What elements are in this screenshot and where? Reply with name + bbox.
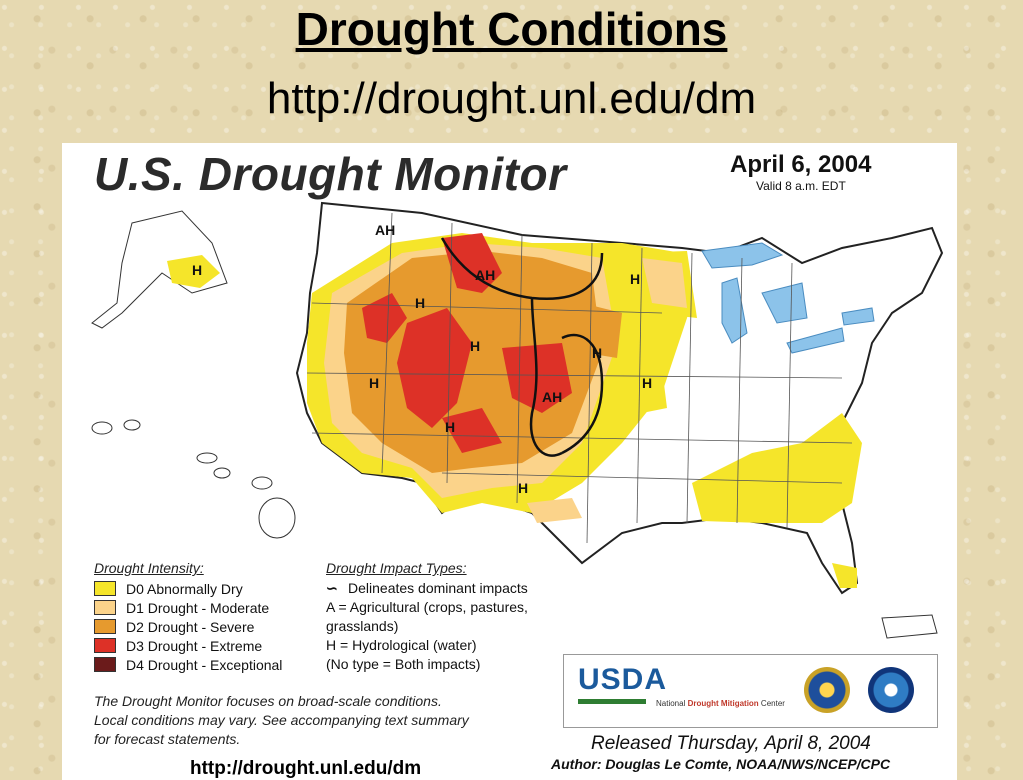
hawaii-islands <box>91 419 296 539</box>
swatch-d3 <box>94 638 116 653</box>
map-label: H <box>470 338 480 354</box>
swatch-d0 <box>94 581 116 596</box>
legend-row-d1: D1 Drought - Moderate <box>94 599 269 616</box>
drought-monitor-map: AH H AH H H H H H H AH H H U.S. Drought … <box>62 143 957 780</box>
legend-row-d3: D3 Drought - Extreme <box>94 637 262 654</box>
state-boundaries <box>306 212 853 544</box>
impact-boundaries <box>440 237 604 457</box>
impact-legend-heading: Drought Impact Types: <box>326 560 467 576</box>
map-label: H <box>192 262 202 278</box>
slide-url[interactable]: http://drought.unl.edu/dm <box>266 74 757 123</box>
swatch-d4 <box>94 657 116 672</box>
map-date: April 6, 2004 <box>730 151 872 178</box>
usda-logo: USDA <box>578 663 668 696</box>
map-label: H <box>518 480 528 496</box>
legend-label: D2 Drought - Severe <box>126 618 255 635</box>
us-map: AH H AH H H H H H H AH H H <box>91 201 944 639</box>
swatch-d1 <box>94 600 116 615</box>
map-label: H <box>642 375 652 391</box>
map-label: AH <box>542 389 562 405</box>
map-label: H <box>415 295 425 311</box>
legend-label: D1 Drought - Moderate <box>126 599 270 616</box>
legend-label: D3 Drought - Extreme <box>126 637 263 654</box>
note-line: The Drought Monitor focuses on broad-sca… <box>94 693 442 709</box>
map-label: H <box>592 345 602 361</box>
note-line: Local conditions may vary. See accompany… <box>94 712 469 728</box>
legend-row-d4: D4 Drought - Exceptional <box>94 656 282 673</box>
impact-row: grasslands) <box>326 618 399 634</box>
map-label: H <box>630 271 640 287</box>
map-valid-time: Valid 8 a.m. EDT <box>756 179 846 193</box>
boundary-line-icon: ∽ <box>326 580 338 596</box>
legend-label: D4 Drought - Exceptional <box>126 656 283 673</box>
doc-seal-icon <box>804 667 850 713</box>
map-label: AH <box>375 222 395 238</box>
map-title: U.S. Drought Monitor <box>94 148 567 200</box>
author-credit: Author: Douglas Le Comte, NOAA/NWS/NCEP/… <box>551 756 891 772</box>
alaska-d0 <box>167 255 220 288</box>
note-line: for forecast statements. <box>94 731 241 747</box>
noaa-seal-icon <box>868 667 914 713</box>
impact-row: A = Agricultural (crops, pastures, <box>326 599 528 615</box>
agency-logos: USDA National Drought Mitigation Center <box>563 654 938 728</box>
map-label: AH <box>475 267 495 283</box>
alaska-shape <box>91 210 228 329</box>
impact-text: Delineates dominant impacts <box>348 580 528 596</box>
release-date: Released Thursday, April 8, 2004 <box>591 733 871 754</box>
intensity-legend-heading: Drought Intensity: <box>94 560 204 576</box>
legend-label: D0 Abnormally Dry <box>126 580 243 597</box>
legend-row-d0: D0 Abnormally Dry <box>94 580 243 597</box>
puerto-rico-shape <box>881 614 938 639</box>
ndmc-logo: National Drought Mitigation Center <box>656 699 785 708</box>
impact-row-boundary: ∽ Delineates dominant impacts <box>326 580 528 597</box>
slide-title: Drought Conditions <box>295 3 728 55</box>
legend-row-d2: D2 Drought - Severe <box>94 618 254 635</box>
impact-row: (No type = Both impacts) <box>326 656 481 672</box>
map-label: H <box>445 419 455 435</box>
swatch-d2 <box>94 619 116 634</box>
impact-row: H = Hydrological (water) <box>326 637 477 653</box>
usda-logo-bar <box>578 699 646 704</box>
impact-labels: AH H AH H H H H H H AH H H <box>192 222 652 496</box>
map-label: H <box>369 375 379 391</box>
footer-url[interactable]: http://drought.unl.edu/dm <box>190 758 422 779</box>
